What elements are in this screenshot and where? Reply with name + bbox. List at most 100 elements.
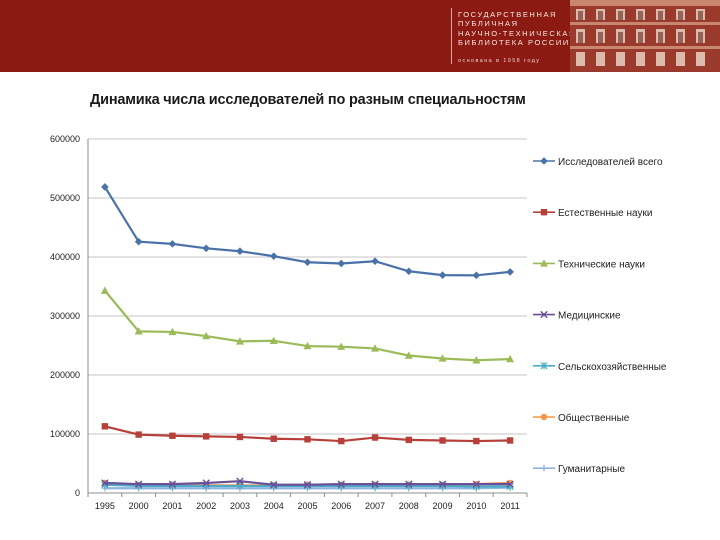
- header-banner: ГОСУДАРСТВЕННАЯ ПУБЛИЧНАЯ НАУЧНО-ТЕХНИЧЕ…: [0, 0, 720, 72]
- x-tick-label: 1995: [95, 501, 115, 511]
- x-tick-label: 2001: [162, 501, 182, 511]
- legend-item: Исследователей всего: [533, 157, 663, 168]
- x-tick-label: 2003: [230, 501, 250, 511]
- data-point: [101, 423, 109, 430]
- banner-divider: [451, 8, 452, 64]
- series-group: [101, 423, 514, 445]
- data-point: [202, 244, 210, 253]
- library-name-line: НАУЧНО-ТЕХНИЧЕСКАЯ: [458, 28, 576, 38]
- library-name: ГОСУДАРСТВЕННАЯ ПУБЛИЧНАЯ НАУЧНО-ТЕХНИЧЕ…: [458, 10, 576, 66]
- series-group: [101, 183, 514, 280]
- library-name-line: БИБЛИОТЕКА РОССИИ: [458, 38, 570, 48]
- x-tick-label: 2011: [500, 501, 519, 511]
- data-point: [134, 480, 143, 488]
- series-line: [104, 289, 511, 362]
- data-point: [338, 437, 345, 445]
- data-point: [269, 252, 278, 260]
- data-point: [269, 336, 278, 344]
- data-point: [371, 257, 379, 266]
- legend-item: Общественные: [533, 412, 630, 424]
- data-point: [303, 341, 312, 350]
- series-group: [101, 477, 514, 489]
- x-tick-label: 2008: [399, 501, 419, 511]
- data-point: [236, 477, 244, 485]
- y-tick-label: 600000: [50, 134, 80, 144]
- data-point: [202, 479, 210, 487]
- legend-marker: [540, 259, 548, 267]
- data-point: [304, 436, 311, 443]
- data-point: [506, 437, 514, 444]
- x-tick-label: 2000: [129, 501, 149, 511]
- data-point: [134, 327, 143, 335]
- legend-item: Технические науки: [533, 259, 645, 270]
- building-image: [570, 0, 720, 72]
- library-name-line: ПУБЛИЧНАЯ: [458, 19, 519, 29]
- data-point: [506, 354, 515, 363]
- data-point: [303, 481, 312, 489]
- data-point: [235, 337, 244, 345]
- legend-item: Естественные науки: [533, 208, 652, 219]
- legend-label: Технические науки: [558, 259, 645, 270]
- legend-marker: [540, 465, 548, 472]
- data-point: [473, 437, 480, 445]
- series-group: [100, 286, 515, 364]
- y-tick-label: 200000: [50, 370, 80, 380]
- x-tick-label: 2009: [433, 501, 453, 511]
- data-point: [236, 433, 244, 441]
- legend-marker: [540, 310, 548, 319]
- x-tick-label: 2005: [297, 501, 317, 511]
- legend-marker: [540, 362, 548, 370]
- data-point: [236, 247, 244, 256]
- y-tick-label: 100000: [50, 429, 80, 439]
- legend-marker: [540, 209, 548, 216]
- data-point: [202, 331, 211, 340]
- legend-label: Общественные: [558, 412, 630, 424]
- data-point: [405, 436, 413, 444]
- y-tick-label: 0: [75, 488, 80, 498]
- data-point: [371, 344, 380, 352]
- data-point: [303, 258, 312, 267]
- legend-label: Сельскохозяйственные: [558, 362, 667, 373]
- data-point: [439, 437, 446, 444]
- data-point: [472, 356, 481, 364]
- data-point: [472, 480, 481, 488]
- data-point: [337, 342, 346, 350]
- data-point: [438, 354, 447, 362]
- legend-item: Медицинские: [533, 311, 621, 322]
- x-tick-label: 2002: [196, 501, 216, 511]
- data-point: [168, 480, 177, 488]
- y-tick-label: 400000: [50, 252, 80, 262]
- data-point: [270, 481, 278, 489]
- data-point: [270, 435, 277, 442]
- legend-item: Гуманитарные: [533, 464, 625, 475]
- chart-title: Динамика числа исследователей по разным …: [90, 92, 526, 108]
- y-tick-label: 500000: [50, 193, 80, 203]
- data-point: [506, 268, 514, 276]
- data-point: [135, 431, 142, 438]
- data-point: [337, 480, 345, 488]
- x-tick-label: 2006: [331, 501, 351, 511]
- data-point: [404, 351, 413, 359]
- data-point: [438, 480, 447, 488]
- data-point: [134, 237, 143, 246]
- legend-label: Исследователей всего: [558, 157, 663, 168]
- data-point: [371, 434, 379, 441]
- since-line: основана в 1958 году: [458, 57, 541, 64]
- data-point: [405, 267, 413, 276]
- x-tick-label: 2007: [365, 501, 385, 511]
- x-tick-label: 2004: [264, 501, 284, 511]
- data-point: [168, 240, 177, 248]
- legend-label: Гуманитарные: [558, 464, 625, 475]
- data-point: [169, 432, 176, 439]
- data-point: [202, 433, 210, 440]
- legend-marker: [540, 413, 548, 421]
- data-point: [100, 286, 109, 294]
- data-point: [101, 479, 109, 487]
- data-point: [472, 271, 481, 280]
- data-point: [168, 327, 177, 336]
- legend-item: Сельскохозяйственные: [533, 362, 667, 373]
- data-point: [506, 480, 514, 488]
- data-point: [438, 271, 447, 279]
- x-tick-label: 2010: [466, 501, 486, 511]
